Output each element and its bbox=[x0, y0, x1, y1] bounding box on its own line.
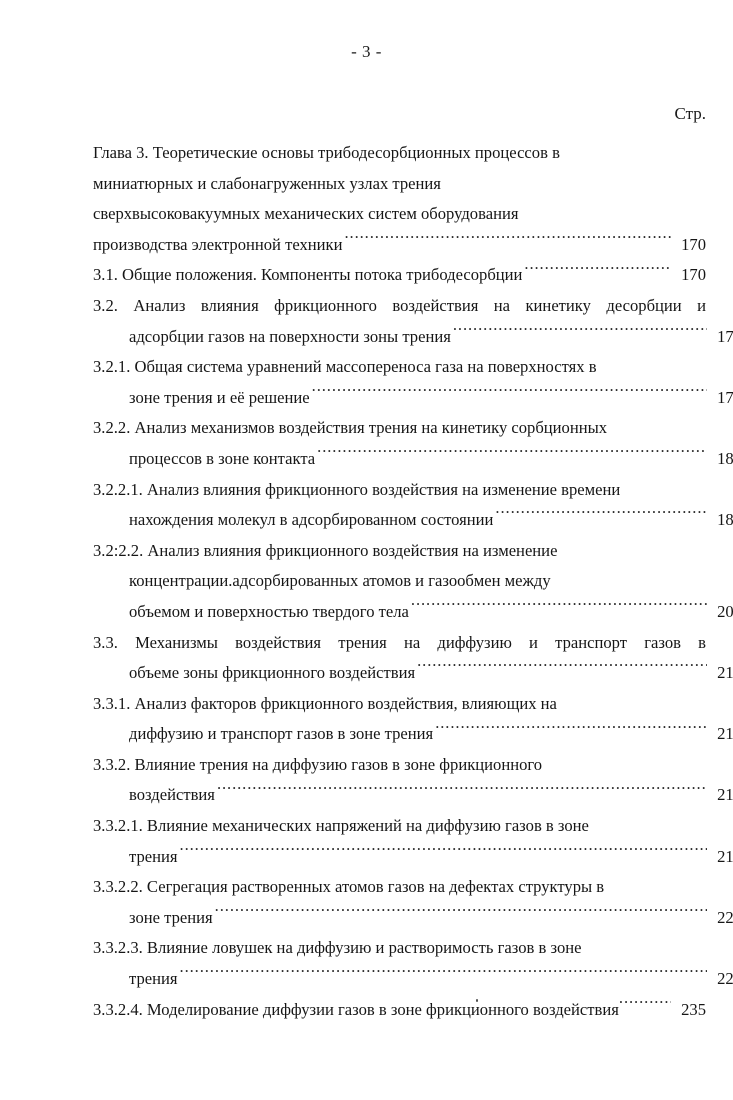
toc-page-number: 235 bbox=[681, 999, 706, 1019]
toc-entry[interactable]: 3.3.2.3. Влияние ловушек на диффузию и р… bbox=[93, 933, 706, 964]
toc-entry-text: процессов в зоне контакта bbox=[129, 448, 316, 468]
toc-page-number: 173 bbox=[717, 326, 733, 346]
toc-entry-text: сверхвысоковакуумных механических систем… bbox=[93, 204, 519, 224]
toc-entry-text: объеме зоны фрикционного воздействия bbox=[129, 663, 416, 683]
toc-entry[interactable]: 3.2.2. Анализ механизмов воздействия тре… bbox=[93, 413, 706, 444]
toc-page-number: 213 bbox=[717, 663, 733, 683]
toc-entry[interactable]: 3.3.2.4. Моделирование диффузии газов в … bbox=[93, 995, 706, 1026]
toc-page-number: 214 bbox=[717, 785, 733, 805]
toc-entry-text: 3.3.1. Анализ факторов фрикционного возд… bbox=[93, 693, 557, 713]
toc-entry[interactable]: сверхвысоковакуумных механических систем… bbox=[93, 199, 706, 230]
toc-entry-text: 3.3.2. Влияние трения на диффузию газов … bbox=[93, 754, 543, 774]
toc-entry[interactable]: адсорбции газов на поверхности зоны трен… bbox=[93, 322, 733, 353]
toc-entry[interactable]: трения 228 bbox=[93, 964, 733, 995]
toc-dot-leader bbox=[180, 967, 707, 984]
toc-page-number: 185 bbox=[717, 448, 733, 468]
toc-dot-leader bbox=[435, 723, 707, 740]
toc-page-number: 185 bbox=[717, 510, 733, 530]
toc-entry-text: 3.3.2.3. Влияние ловушек на диффузию и р… bbox=[93, 938, 582, 958]
toc-entry[interactable]: 3.3.1. Анализ факторов фрикционного возд… bbox=[93, 689, 706, 720]
toc-dot-leader bbox=[344, 233, 671, 250]
toc-entry[interactable]: зоне трения и её решение 173 bbox=[93, 383, 733, 414]
toc-entry[interactable]: зоне трения 225 bbox=[93, 903, 733, 934]
toc-entry[interactable]: производства электронной техники 170 bbox=[93, 230, 706, 261]
toc-entry-text: 3.2.2. Анализ механизмов воздействия тре… bbox=[93, 418, 608, 438]
toc-entry[interactable]: 3.3.2.2. Сегрегация растворенных атомов … bbox=[93, 872, 706, 903]
toc-entry-text: зоне трения bbox=[129, 907, 213, 927]
toc-dot-leader bbox=[180, 845, 707, 862]
toc-page-number: 170 bbox=[681, 265, 706, 285]
toc-entry[interactable]: 3.1. Общие положения. Компоненты потока … bbox=[93, 260, 706, 291]
toc-entry[interactable]: диффузию и транспорт газов в зоне трения… bbox=[93, 719, 733, 750]
toc-entry-text: 3.3.2.2. Сегрегация растворенных атомов … bbox=[93, 877, 605, 897]
toc-dot-leader bbox=[495, 509, 707, 526]
toc-entry-text: объемом и поверхностью твердого тела bbox=[129, 601, 409, 621]
toc-entry[interactable]: объемом и поверхностью твердого тела 204 bbox=[93, 597, 733, 628]
toc-entry-text: 3.2.1. Общая система уравнений массопере… bbox=[93, 357, 597, 377]
toc-entry-text: трения bbox=[129, 969, 178, 989]
toc-entry[interactable]: нахождения молекул в адсорбированном сос… bbox=[93, 505, 733, 536]
toc-dot-leader bbox=[453, 325, 707, 342]
toc-entry-text: 3.1. Общие положения. Компоненты потока … bbox=[93, 265, 523, 285]
toc-entry[interactable]: 3.3.2.1. Влияние механических напряжений… bbox=[93, 811, 706, 842]
table-of-contents: Глава 3. Теоретические основы трибодесор… bbox=[93, 138, 733, 1026]
toc-entry-text: трения bbox=[129, 846, 178, 866]
toc-dot-leader bbox=[215, 906, 707, 923]
toc-entry-text: 3.3.2.1. Влияние механических напряжений… bbox=[93, 816, 589, 836]
toc-entry-text: зоне трения и её решение bbox=[129, 387, 310, 407]
toc-entry[interactable]: 3.2.2.1. Анализ влияния фрикционного воз… bbox=[93, 475, 706, 506]
toc-entry[interactable]: 3.3.2. Влияние трения на диффузию газов … bbox=[93, 750, 706, 781]
toc-entry-text: 3.2:2.2. Анализ влияния фрикционного воз… bbox=[93, 540, 558, 560]
toc-dot-leader bbox=[312, 386, 707, 403]
toc-entry-text: диффузию и транспорт газов в зоне трения bbox=[129, 724, 434, 744]
toc-entry-text: нахождения молекул в адсорбированном сос… bbox=[129, 510, 494, 530]
toc-entry[interactable]: 3.3. Механизмы воздействия трения на диф… bbox=[93, 628, 706, 659]
toc-entry-text: адсорбции газов на поверхности зоны трен… bbox=[129, 326, 451, 346]
toc-entry[interactable]: 3.2:2.2. Анализ влияния фрикционного воз… bbox=[93, 536, 706, 567]
toc-page-number: 204 bbox=[717, 601, 733, 621]
page-folio: - 3 - bbox=[351, 42, 382, 61]
toc-entry-text: воздействия bbox=[129, 785, 215, 805]
toc-entry[interactable]: объеме зоны фрикционного воздействия 213 bbox=[93, 658, 733, 689]
toc-page-number: 170 bbox=[681, 234, 706, 254]
toc-entry[interactable]: миниатюрных и слабонагруженных узлах тре… bbox=[93, 169, 706, 200]
toc-entry[interactable]: Глава 3. Теоретические основы трибодесор… bbox=[93, 138, 706, 169]
page-speck bbox=[476, 999, 478, 1002]
toc-entry[interactable]: 3.2.1. Общая система уравнений массопере… bbox=[93, 352, 706, 383]
toc-entry-text: 3.2. Анализ влияния фрикционного воздейс… bbox=[93, 295, 706, 315]
toc-entry[interactable]: процессов в зоне контакта 185 bbox=[93, 444, 733, 475]
toc-dot-leader bbox=[524, 264, 671, 281]
toc-dot-leader bbox=[317, 447, 707, 464]
toc-entry-text: 3.3.2.4. Моделирование диффузии газов в … bbox=[93, 999, 619, 1019]
toc-entry-text: 3.3. Механизмы воздействия трения на диф… bbox=[93, 632, 706, 652]
toc-dot-leader bbox=[619, 998, 671, 1015]
toc-dot-leader bbox=[417, 662, 707, 679]
toc-page-number: 214 bbox=[717, 846, 733, 866]
toc-entry[interactable]: концентрации.адсорбированных атомов и га… bbox=[93, 566, 733, 597]
toc-page-number: 213 bbox=[717, 724, 733, 744]
toc-entry[interactable]: 3.2. Анализ влияния фрикционного воздейс… bbox=[93, 291, 706, 322]
toc-entry-text: 3.2.2.1. Анализ влияния фрикционного воз… bbox=[93, 479, 621, 499]
toc-entry[interactable]: воздействия 214 bbox=[93, 780, 733, 811]
toc-page-number: 228 bbox=[717, 969, 733, 989]
toc-entry[interactable]: трения 214 bbox=[93, 842, 733, 873]
toc-entry-text: Глава 3. Теоретические основы трибодесор… bbox=[93, 143, 560, 162]
toc-dot-leader bbox=[411, 600, 707, 617]
page-number-column-caption: Стр. bbox=[674, 104, 706, 123]
toc-dot-leader bbox=[217, 784, 707, 801]
toc-page-number: 225 bbox=[717, 907, 733, 927]
toc-entry-text: концентрации.адсорбированных атомов и га… bbox=[129, 571, 551, 591]
toc-page-number: 173 bbox=[717, 387, 733, 407]
toc-entry-text: миниатюрных и слабонагруженных узлах тре… bbox=[93, 173, 441, 193]
toc-entry-text: производства электронной техники bbox=[93, 234, 343, 254]
